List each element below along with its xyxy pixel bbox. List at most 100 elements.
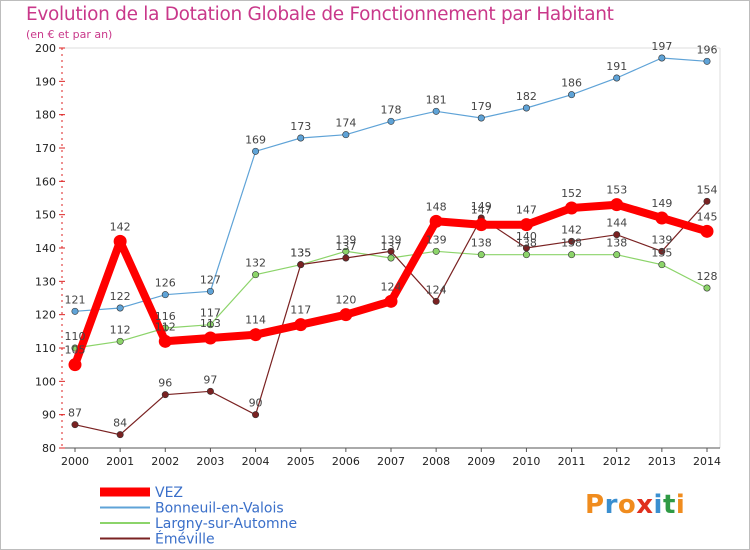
logo-letter: i [675, 490, 686, 520]
x-tick-label: 2006 [332, 455, 360, 468]
data-label: 120 [335, 294, 356, 307]
data-label: 138 [606, 237, 627, 250]
logo-letter: i [653, 490, 663, 520]
data-point [477, 114, 485, 122]
data-label: 186 [561, 77, 582, 90]
data-label: 113 [200, 317, 221, 330]
series-vez [68, 198, 714, 372]
data-point [610, 198, 624, 212]
data-label: 128 [697, 270, 718, 283]
data-point [522, 251, 530, 259]
data-label: 154 [697, 183, 718, 196]
data-point [294, 318, 308, 332]
data-point [703, 197, 711, 205]
x-tick-label: 2014 [693, 455, 721, 468]
x-tick-label: 2013 [648, 455, 676, 468]
data-point [387, 247, 395, 255]
x-tick-label: 2004 [242, 455, 270, 468]
data-point [342, 131, 350, 139]
data-label: 191 [606, 60, 627, 73]
chart-legend: VEZBonneuil-en-ValoisLargny-sur-AutomneÉ… [100, 485, 297, 548]
data-point [161, 391, 169, 399]
data-label: 153 [606, 184, 627, 197]
x-tick-label: 2002 [151, 455, 179, 468]
data-label: 152 [561, 187, 582, 200]
data-point [658, 54, 666, 62]
data-point [432, 297, 440, 305]
data-label: 124 [381, 280, 402, 293]
data-label: 179 [471, 100, 492, 113]
data-label: 140 [516, 230, 537, 243]
data-label: 124 [426, 283, 447, 296]
data-label: 178 [381, 103, 402, 116]
logo-letter: t [662, 490, 676, 520]
data-label: 144 [606, 217, 627, 230]
y-tick-label: 170 [35, 142, 56, 155]
data-label: 127 [200, 273, 221, 286]
data-point [206, 321, 214, 329]
data-point [297, 134, 305, 142]
data-point [522, 244, 530, 252]
data-label: 112 [110, 323, 131, 336]
data-point [432, 107, 440, 115]
data-point [519, 218, 533, 232]
data-point [568, 237, 576, 245]
legend-label: VEZ [155, 485, 183, 501]
y-tick-label: 90 [42, 409, 56, 422]
data-label: 139 [335, 233, 356, 246]
chart-axes: 80 90 100 110 120 130 140 150 160 170 180 190 200 200… [35, 42, 721, 468]
data-label: 181 [426, 93, 447, 106]
data-point [339, 308, 353, 322]
data-label: 97 [203, 373, 217, 386]
data-point [116, 337, 124, 345]
data-point [252, 147, 260, 155]
data-label: 138 [471, 237, 492, 250]
data-label: 137 [335, 240, 356, 253]
data-label: 90 [249, 397, 263, 410]
data-label: 126 [155, 277, 176, 290]
data-point [71, 307, 79, 315]
data-point [68, 358, 82, 372]
data-label: 135 [651, 247, 672, 260]
logo-letter: o [617, 490, 637, 520]
data-point [252, 411, 260, 419]
data-point [613, 231, 621, 239]
data-label: 169 [245, 133, 266, 146]
data-label: 117 [200, 307, 221, 320]
legend-label: Éméville [155, 531, 215, 548]
data-point [203, 331, 217, 345]
data-label: 145 [697, 210, 718, 223]
y-tick-label: 160 [35, 175, 56, 188]
data-point [387, 254, 395, 262]
data-point [297, 261, 305, 269]
series-bonneuil-en-valois [71, 54, 711, 315]
data-label: 117 [290, 304, 311, 317]
data-label: 110 [65, 330, 86, 343]
data-label: 196 [697, 43, 718, 56]
data-label: 112 [155, 320, 176, 333]
data-label: 114 [245, 314, 266, 327]
data-label: 121 [65, 293, 86, 306]
data-label: 137 [381, 240, 402, 253]
data-point [252, 271, 260, 279]
y-tick-label: 80 [42, 442, 56, 455]
data-label: 138 [561, 237, 582, 250]
chart-title: Evolution de la Dotation Globale de Fonc… [26, 4, 614, 25]
data-label: 149 [651, 197, 672, 210]
data-point [658, 261, 666, 269]
y-tick-label: 190 [35, 75, 56, 88]
x-tick-label: 2007 [377, 455, 405, 468]
proxiti-logo: Proxiti [585, 490, 685, 520]
y-tick-label: 140 [35, 242, 56, 255]
data-label: 197 [651, 40, 672, 53]
legend-label: Bonneuil-en-Valois [155, 501, 284, 517]
data-label: 142 [110, 220, 131, 233]
data-point [432, 247, 440, 255]
x-tick-label: 2010 [512, 455, 540, 468]
data-label: 174 [335, 117, 356, 130]
data-point [206, 287, 214, 295]
logo-letter: x [636, 490, 654, 520]
y-tick-label: 180 [35, 109, 56, 122]
data-label: 116 [155, 310, 176, 323]
